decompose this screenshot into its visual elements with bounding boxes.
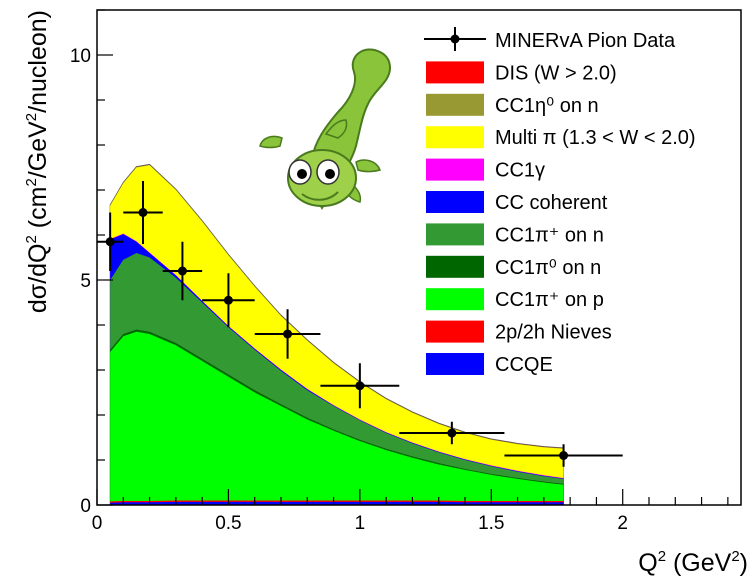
- legend-swatch: [426, 158, 484, 181]
- legend-item-cc1-on-n: CC1η⁰ on n: [426, 93, 599, 117]
- data-point-6: [320, 363, 400, 409]
- y-tick-label: 10: [70, 46, 91, 67]
- plot-frame: [96, 9, 742, 506]
- legend-item-cc-coherent: CC coherent: [426, 191, 608, 214]
- legend-item-multi-1-3-w-2-0: Multi π (1.3 < W < 2.0): [426, 126, 696, 149]
- data-marker: [559, 451, 569, 460]
- data-point-5: [254, 309, 321, 359]
- data-point-1: [97, 212, 124, 271]
- lizard-logo-icon: [259, 48, 392, 210]
- y-tick-label: 5: [80, 271, 91, 292]
- x-tick-label: 1: [355, 513, 366, 534]
- legend-label: CC1π⁺ on n: [495, 224, 604, 246]
- axes-frame: [96, 9, 742, 506]
- legend-swatch: [426, 320, 484, 343]
- data-point-7: [399, 421, 505, 445]
- axis-ticks: 0 0.5 1 1.5 2 0 5 10: [70, 9, 729, 534]
- legend-label: CCQE: [495, 354, 553, 376]
- data-point-2: [123, 181, 163, 244]
- data-marker: [223, 295, 233, 305]
- data-marker: [177, 266, 187, 276]
- data-point-8: [504, 444, 623, 467]
- legend-swatch: [426, 93, 484, 116]
- x-tick-label: 0.5: [215, 513, 241, 534]
- legend-label: CC1π⁺ on p: [495, 289, 604, 311]
- data-marker: [447, 428, 457, 438]
- legend-swatch: [426, 255, 484, 278]
- data-marker: [283, 329, 293, 339]
- legend-swatch: [426, 191, 484, 213]
- x-tick-label: 0: [92, 513, 103, 534]
- legend-label: Multi π (1.3 < W < 2.0): [495, 127, 696, 149]
- legend-marker-dot: [450, 34, 460, 44]
- legend-label: MINERvA Pion Data: [495, 30, 676, 52]
- legend-swatch: [426, 223, 484, 246]
- stacked-areas: [109, 163, 564, 506]
- x-tick-label: 1.5: [478, 513, 504, 534]
- legend-label: CC1η⁰ on n: [495, 95, 599, 117]
- y-tick-label: 0: [80, 496, 91, 517]
- legend-label: CC1γ: [495, 160, 545, 182]
- area-cc1-on-p: [110, 331, 564, 505]
- x-axis-title: Q2 (GeV2): [638, 548, 748, 577]
- data-point-3: [162, 241, 203, 301]
- legend-swatch: [426, 61, 484, 84]
- legend-label: CC coherent: [495, 192, 608, 214]
- data-marker: [355, 381, 365, 391]
- legend-item-ccqe: CCQE: [426, 353, 553, 376]
- legend-item-cc1-on-n: CC1π⁰ on n: [426, 255, 601, 279]
- x-tick-label: 2: [617, 513, 628, 534]
- legend: MINERvA Pion Data DIS (W > 2.0) CC1η⁰ on n…: [424, 27, 696, 376]
- legend-item-dis-w-2-0: DIS (W > 2.0): [426, 61, 617, 84]
- legend-label: CC1π⁰ on n: [495, 257, 601, 279]
- legend-item-2p-2h-nieves: 2p/2h Nieves: [426, 320, 612, 344]
- legend-swatch: [426, 126, 484, 149]
- legend-label: 2p/2h Nieves: [495, 322, 612, 344]
- area-ccqe: [110, 501, 564, 505]
- data-marker: [138, 208, 148, 217]
- data-series-points: [97, 181, 623, 467]
- legend-swatch: [426, 353, 484, 375]
- legend-label: DIS (W > 2.0): [495, 62, 617, 84]
- legend-swatch: [426, 288, 484, 311]
- data-marker: [105, 237, 115, 247]
- legend-item-cc1-on-p: CC1π⁺ on p: [426, 288, 604, 311]
- legend-item-cc1-on-n: CC1π⁺ on n: [426, 223, 604, 246]
- y-axis-title: dσ/dQ2 (cm2/GeV2/nucleon): [23, 10, 52, 313]
- data-point-4: [202, 273, 255, 328]
- legend-item-cc1: CC1γ: [426, 158, 545, 182]
- legend-item-minerva-pion-data: MINERvA Pion Data: [424, 27, 676, 52]
